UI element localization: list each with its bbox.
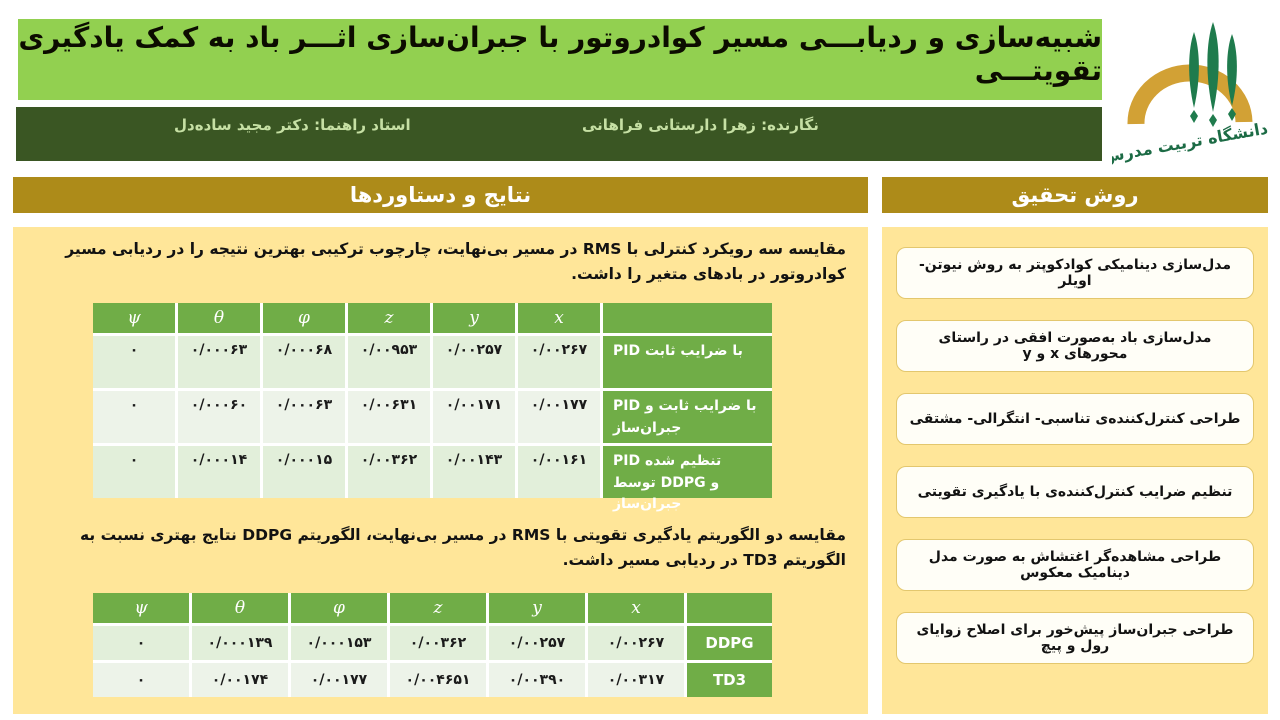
table-value-cell: ۰/۰۰۳۱۷	[588, 663, 684, 697]
table-value-cell: ۰/۰۰۱۷۴	[192, 663, 288, 697]
table-header-cell: x	[588, 593, 684, 623]
table-value-cell: ۰/۰۰۲۶۷	[588, 626, 684, 660]
results-section-title: نتایج و دستاوردها	[349, 183, 532, 207]
rms-comparison-table-rl-algorithms: ψ θ φ z y x ۰ ۰/۰۰۰۱۳۹ ۰/۰۰۰۱۵۳ ۰/۰۰۳۶۲ …	[93, 593, 772, 697]
table-row-label: PID با ضرایب ثابت و جبران‌ساز	[603, 391, 772, 443]
logo-calligraphy: دانشگاه تربیت مدرس	[1112, 119, 1268, 166]
table-value-cell: ۰/۰۰۳۹۰	[489, 663, 585, 697]
results-section-header: نتایج و دستاوردها	[13, 177, 868, 213]
table-value-cell: ۰/۰۰۰۱۴	[178, 446, 260, 498]
table-header-cell-empty	[603, 303, 772, 333]
results-paragraph-1: مقایسه سه رویکرد کنترلی با RMS در مسیر ب…	[65, 240, 846, 283]
table-row-label: PID تنظیم شده توسط DDPG و جبران‌ساز	[603, 446, 772, 512]
table-value-cell: ۰/۰۰۱۴۳	[433, 446, 515, 498]
table-header-cell-empty	[687, 593, 772, 623]
table-row-label: TD3	[687, 663, 772, 697]
table-value-cell: ۰/۰۰۶۳۱	[348, 391, 430, 443]
table-value-cell: ۰	[93, 391, 175, 443]
method-step: طراحی جبران‌ساز پیش‌خور برای اصلاح زوایا…	[896, 612, 1254, 664]
table-value-cell: ۰	[93, 446, 175, 498]
table-value-cell: ۰/۰۰۲۵۷	[489, 626, 585, 660]
table-value-cell: ۰/۰۰۱۶۱	[518, 446, 600, 498]
table-value-cell: ۰/۰۰۳۶۲	[348, 446, 430, 498]
table-row-label: DDPG	[687, 626, 772, 660]
table-value-cell: ۰/۰۰۰۱۳۹	[192, 626, 288, 660]
table-header-cell: ψ	[93, 593, 189, 623]
table-header-cell: ψ	[93, 303, 175, 333]
method-step: طراحی کنترل‌کننده‌ی تناسبی- انتگرالی- مش…	[896, 393, 1254, 445]
arch-icon	[1127, 64, 1253, 125]
table-value-cell: ۰/۰۰۲۶۷	[518, 336, 600, 388]
table-header-cell: y	[433, 303, 515, 333]
table-header-cell: θ	[192, 593, 288, 623]
table-header-cell: φ	[291, 593, 387, 623]
university-logo: دانشگاه تربیت مدرس	[1112, 22, 1268, 166]
method-section-header: روش تحقیق	[882, 177, 1268, 213]
method-step: تنظیم ضرایب کنترل‌کننده‌ی با یادگیری تقو…	[896, 466, 1254, 518]
table-value-cell: ۰/۰۰۰۶۸	[263, 336, 345, 388]
table-value-cell: ۰/۰۰۳۶۲	[390, 626, 486, 660]
title-banner: شبیه‌سازی و ردیابـــی مسیر کوادروتور با …	[18, 19, 1102, 100]
author-name: نگارنده: زهرا دارستانی فراهانی	[582, 116, 819, 134]
table-value-cell: ۰/۰۰۱۷۷	[291, 663, 387, 697]
table-value-cell: ۰/۰۰۰۶۳	[178, 336, 260, 388]
table-row-label: PID با ضرایب ثابت	[603, 336, 772, 388]
method-steps-list: مدل‌سازی دینامیکی کوادکوپتر به روش نیوتن…	[896, 247, 1254, 664]
table-value-cell: ۰	[93, 663, 189, 697]
method-step: مدل‌سازی دینامیکی کوادکوپتر به روش نیوتن…	[896, 247, 1254, 299]
rms-comparison-table-controllers: ψ θ φ z y x ۰ ۰/۰۰۰۶۳ ۰/۰۰۰۶۸ ۰/۰۰۹۵۳ ۰/…	[93, 303, 772, 512]
results-paragraph-2: مقایسه دو الگوریتم یادگیری تقویتی با RMS…	[79, 526, 846, 569]
table-header-cell: y	[489, 593, 585, 623]
page-title: شبیه‌سازی و ردیابـــی مسیر کوادروتور با …	[18, 20, 1102, 87]
method-panel: مدل‌سازی دینامیکی کوادکوپتر به روش نیوتن…	[882, 227, 1268, 714]
results-panel: مقایسه سه رویکرد کنترلی با RMS در مسیر ب…	[13, 227, 868, 714]
method-step: طراحی مشاهده‌گر اغتشاش به صورت مدل دینام…	[896, 539, 1254, 591]
method-section-title: روش تحقیق	[1011, 183, 1139, 207]
cypress-trees-icon	[1189, 22, 1237, 127]
table-header-cell: θ	[178, 303, 260, 333]
supervisor-name: استاد راهنما: دکتر مجید ساده‌دل	[174, 116, 411, 134]
table-header-cell: φ	[263, 303, 345, 333]
table-value-cell: ۰/۰۰۲۵۷	[433, 336, 515, 388]
table-value-cell: ۰/۰۰۰۶۰	[178, 391, 260, 443]
table-value-cell: ۰	[93, 336, 175, 388]
table-header-cell: x	[518, 303, 600, 333]
method-step: مدل‌سازی باد به‌صورت افقی در راستای محور…	[896, 320, 1254, 372]
table-value-cell: ۰/۰۰۴۶۵۱	[390, 663, 486, 697]
table-header-cell: z	[348, 303, 430, 333]
author-band: نگارنده: زهرا دارستانی فراهانی استاد راه…	[16, 107, 1102, 161]
table-value-cell: ۰/۰۰۰۱۵۳	[291, 626, 387, 660]
table-value-cell: ۰/۰۰۱۷۷	[518, 391, 600, 443]
table-value-cell: ۰/۰۰۱۷۱	[433, 391, 515, 443]
table-value-cell: ۰/۰۰۰۶۳	[263, 391, 345, 443]
table-value-cell: ۰	[93, 626, 189, 660]
table-value-cell: ۰/۰۰۹۵۳	[348, 336, 430, 388]
table-header-cell: z	[390, 593, 486, 623]
table-value-cell: ۰/۰۰۰۱۵	[263, 446, 345, 498]
